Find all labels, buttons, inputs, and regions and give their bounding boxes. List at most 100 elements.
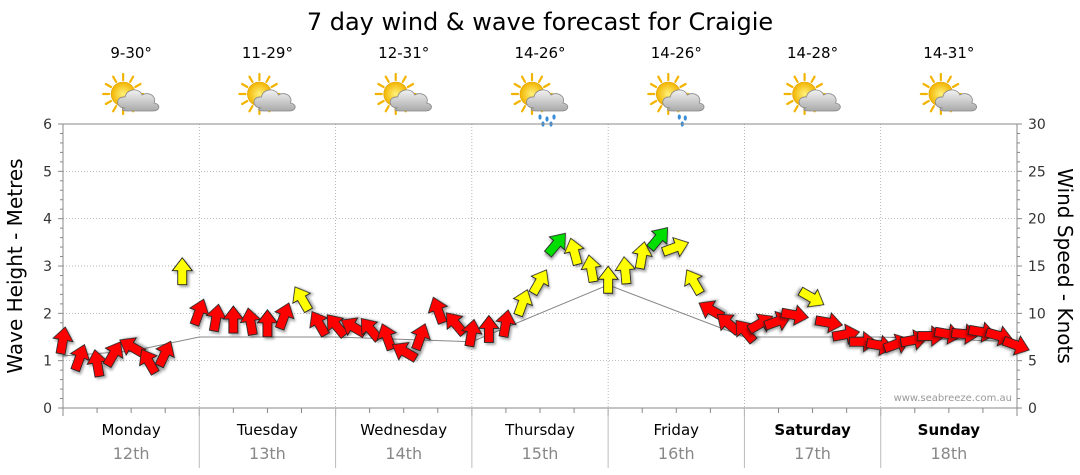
wind-arrow bbox=[309, 310, 331, 338]
wind-arrow bbox=[512, 289, 534, 318]
wind-arrow bbox=[661, 236, 690, 258]
cloud-icon bbox=[662, 89, 705, 112]
wind-arrow bbox=[597, 265, 620, 294]
wind-arrow bbox=[239, 307, 262, 336]
sun-ray bbox=[657, 75, 663, 83]
day-temperature: 12-31° bbox=[378, 44, 429, 62]
right-tick-label: 10 bbox=[1028, 306, 1046, 322]
wind-arrow bbox=[69, 343, 91, 373]
daily-temperatures: 9-30° 11-29° 12-31° 14-26° 14-26° 14-28° 14-31… bbox=[110, 44, 974, 62]
day-date-label: 17th bbox=[794, 444, 831, 463]
sun-ray bbox=[513, 99, 521, 106]
rain-drop-icon bbox=[552, 114, 556, 120]
left-axis-label: Wave Height - Metres bbox=[3, 158, 27, 373]
cloud-icon bbox=[526, 89, 569, 112]
day-date-label: 14th bbox=[385, 444, 422, 463]
rain-drop-icon bbox=[683, 115, 687, 121]
sun-ray bbox=[922, 82, 930, 89]
sun-ray bbox=[112, 105, 118, 113]
sun-ray bbox=[657, 105, 663, 113]
day-axis: Monday 12th Tuesday 13th Wednesday 14th Thursd… bbox=[62, 408, 1018, 468]
left-tick-label: 2 bbox=[43, 306, 52, 322]
sun-ray bbox=[793, 105, 799, 113]
showers-icon bbox=[510, 72, 569, 127]
wind-arrow bbox=[814, 311, 844, 334]
partly-cloudy-icon bbox=[238, 72, 296, 116]
sun-ray bbox=[929, 75, 935, 83]
left-tick-label: 5 bbox=[43, 164, 52, 180]
wind-arrows-series bbox=[52, 227, 1030, 378]
sun-ray bbox=[384, 75, 390, 83]
wind-arrow bbox=[646, 227, 669, 252]
day-name-label: Saturday bbox=[774, 421, 851, 439]
cloud-icon bbox=[253, 89, 296, 112]
wind-arrow bbox=[477, 314, 500, 343]
wind-arrow bbox=[52, 326, 74, 355]
right-tick-label: 5 bbox=[1028, 354, 1037, 370]
sun-ray bbox=[241, 82, 249, 89]
right-tick-label: 20 bbox=[1028, 212, 1046, 228]
cloud-icon bbox=[389, 89, 432, 112]
weather-icons bbox=[102, 72, 978, 127]
left-tick-label: 4 bbox=[43, 212, 52, 228]
cloud-icon bbox=[798, 89, 841, 112]
wind-arrow bbox=[797, 286, 825, 308]
sun-ray bbox=[241, 99, 249, 106]
chart-title: 7 day wind & wave forecast for Craigie bbox=[307, 8, 773, 36]
right-axis-ticks: 0 5 10 15 20 25 30 bbox=[1017, 117, 1046, 417]
sun-ray bbox=[951, 82, 960, 89]
sun-ray bbox=[946, 75, 952, 83]
grid-lines bbox=[63, 124, 1017, 408]
sun-ray bbox=[786, 82, 794, 89]
day-name-label: Sunday bbox=[918, 421, 981, 439]
wind-arrow bbox=[427, 296, 449, 325]
sun-ray bbox=[377, 99, 385, 106]
day-date-label: 12th bbox=[113, 444, 150, 463]
sun-ray bbox=[649, 82, 658, 89]
sun-ray bbox=[649, 99, 658, 106]
day-temperature: 14-28° bbox=[787, 44, 838, 62]
sun-ray bbox=[543, 82, 551, 89]
wind-arrow bbox=[274, 302, 295, 331]
left-axis-ticks: 0 1 2 3 4 5 6 bbox=[43, 117, 63, 417]
day-name-label: Monday bbox=[102, 421, 161, 439]
sun-ray bbox=[679, 82, 687, 89]
wind-arrow bbox=[410, 323, 431, 352]
sun-ray bbox=[104, 82, 113, 89]
sun-ray bbox=[112, 75, 118, 83]
day-temperature: 14-26° bbox=[514, 44, 565, 62]
wind-arrow bbox=[188, 298, 210, 327]
partly-cloudy-icon bbox=[102, 72, 160, 116]
right-tick-label: 30 bbox=[1028, 117, 1046, 133]
wind-arrow bbox=[222, 305, 245, 334]
left-tick-label: 3 bbox=[43, 259, 52, 275]
day-temperature: 14-26° bbox=[651, 44, 702, 62]
wind-arrow bbox=[780, 304, 810, 326]
wind-arrow bbox=[391, 341, 419, 363]
sun-ray bbox=[929, 105, 935, 113]
watermark: www.seabreeze.com.au bbox=[894, 393, 1012, 404]
left-tick-label: 6 bbox=[43, 117, 52, 133]
partly-cloudy-icon bbox=[919, 72, 978, 116]
day-temperature: 14-31° bbox=[923, 44, 974, 62]
right-tick-label: 15 bbox=[1028, 259, 1046, 275]
right-axis-label: Wind Speed - Knots bbox=[1053, 168, 1077, 364]
left-tick-label: 1 bbox=[43, 354, 52, 370]
day-temperature: 9-30° bbox=[110, 44, 152, 62]
sun-ray bbox=[786, 99, 794, 106]
day-name-label: Friday bbox=[654, 421, 700, 439]
wind-arrow bbox=[1001, 335, 1030, 356]
sun-ray bbox=[520, 75, 527, 83]
wind-arrow bbox=[171, 256, 194, 286]
sun-ray bbox=[793, 75, 799, 83]
wind-arrow bbox=[102, 341, 124, 369]
day-temperature: 11-29° bbox=[242, 44, 293, 62]
wind-arrow bbox=[376, 323, 398, 352]
sun-ray bbox=[104, 99, 113, 106]
wind-arrow bbox=[138, 348, 160, 376]
sun-ray bbox=[513, 82, 521, 89]
wind-arrow bbox=[256, 309, 279, 338]
wind-arrow bbox=[580, 254, 602, 283]
wind-arrow bbox=[631, 241, 653, 270]
